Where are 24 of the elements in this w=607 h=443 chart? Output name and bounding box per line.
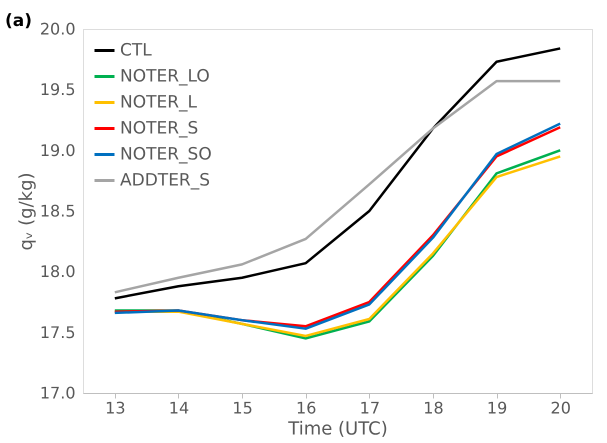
x-axis-title: Time (UTC) [287,418,388,440]
x-tick-label: 14 [168,398,190,418]
x-tick-label: 13 [105,398,126,418]
text: (a) [5,11,32,31]
y-tick-label: 17.5 [40,322,76,342]
x-tick-label: 15 [232,398,253,418]
y-tick-label: 18.5 [40,202,76,220]
x-tick-label: 19 [486,398,508,418]
y-axis-title: qᵥ (g/kg) [16,172,37,251]
x-tick-label: 20 [550,398,571,418]
y-tick-label: 18.0 [40,262,76,282]
legend-label: CTL [120,40,152,60]
legend-label: NOTER_SO [120,144,212,164]
y-tick-label: 19.0 [40,140,76,160]
y-tick-label: 20.0 [40,20,76,38]
legend-label: NOTER_L [120,92,198,112]
x-tick-label: 18 [423,398,444,418]
legend-label: ADDTER_S [120,170,210,190]
x-tick-label: 16 [296,398,316,418]
legend-label: NOTER_LO [120,66,210,86]
y-tick-label: 19.5 [40,80,76,100]
x-tick-label: 17 [360,398,380,418]
y-tick-label: 17.0 [40,384,76,402]
legend-label: NOTER_S [120,118,198,138]
